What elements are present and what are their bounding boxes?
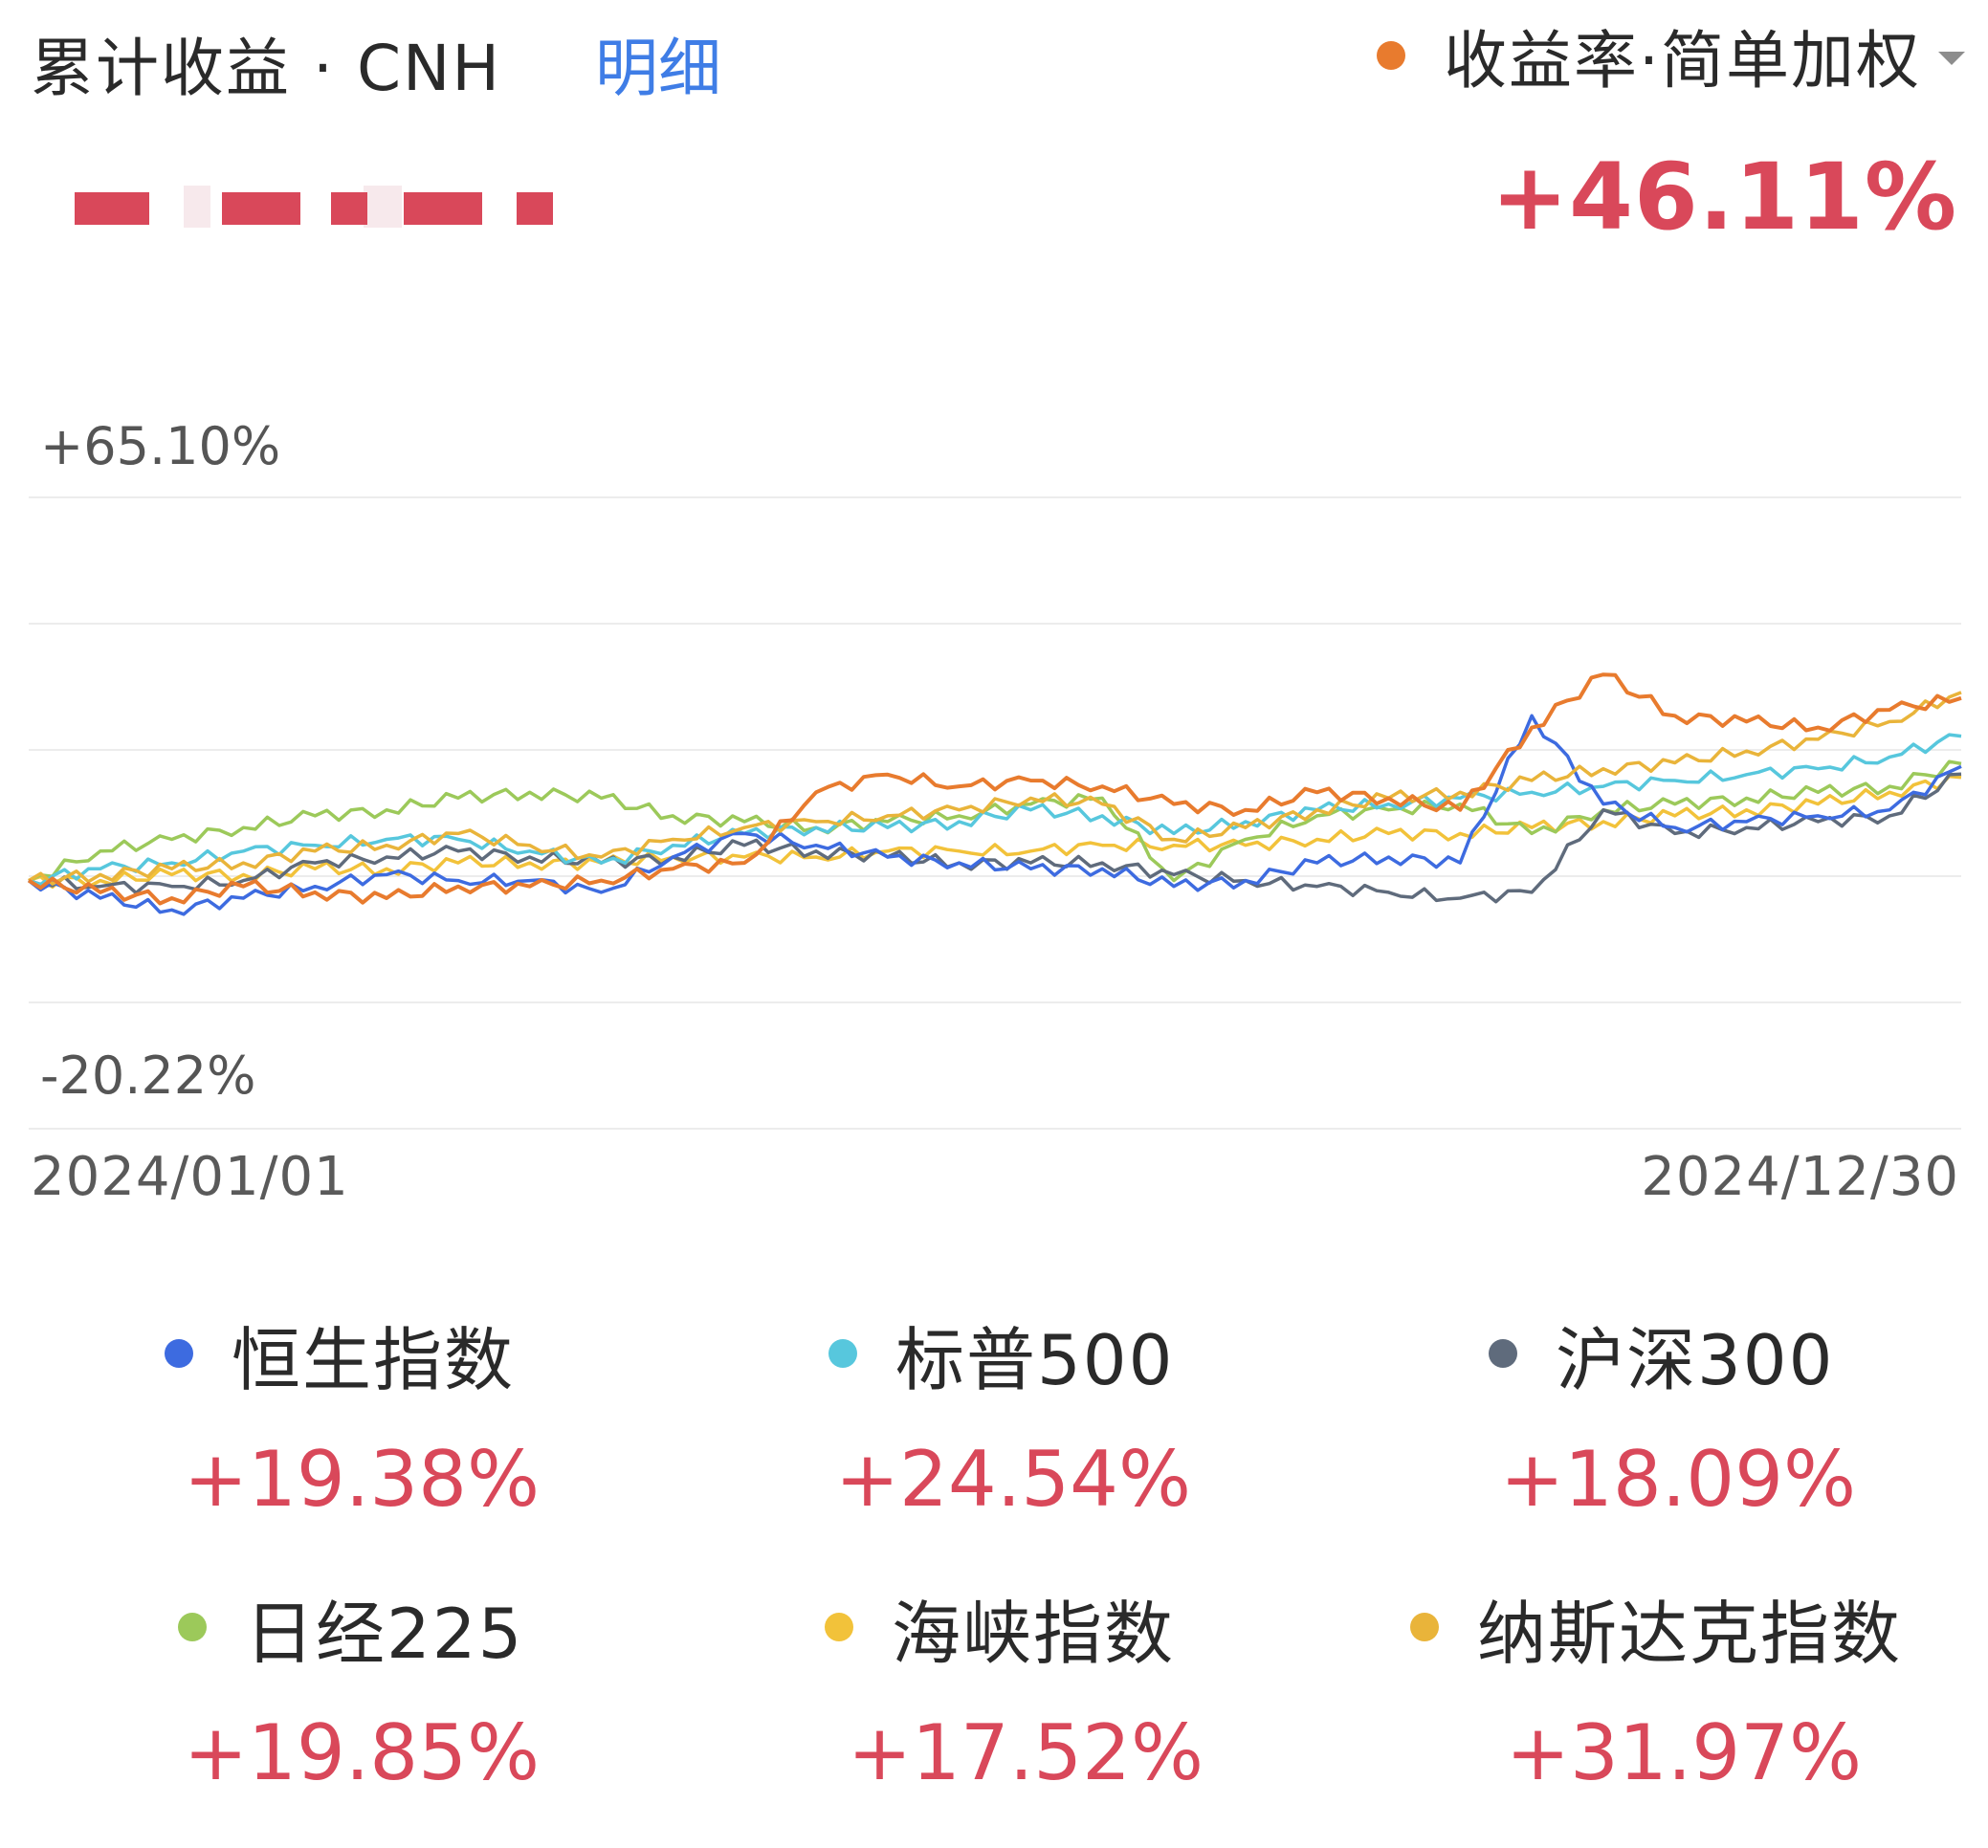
legend-item-strait[interactable]: 海峡指数 +17.52%: [825, 1584, 1360, 1797]
legend-value: +24.54%: [835, 1435, 1192, 1524]
x-tick-start: 2024/01/01: [31, 1146, 349, 1208]
series-line-hang_seng: [27, 714, 1962, 916]
x-tick-end: 2024/12/30: [1641, 1146, 1959, 1208]
legend-item-nikkei[interactable]: 日经225 +19.85%: [178, 1584, 714, 1797]
legend-name: 海峡指数: [892, 1593, 1176, 1674]
series-line-nasdaq: [28, 691, 1962, 886]
series-line-portfolio: [27, 672, 1962, 906]
legend-value: +19.85%: [184, 1708, 541, 1797]
legend-name: 标普500: [895, 1319, 1175, 1400]
series-line-sp500: [28, 733, 1962, 887]
metric-selector-label: 收益率·简单加权: [1444, 24, 1921, 98]
legend-value: +18.09%: [1500, 1435, 1857, 1524]
legend-item-nasdaq[interactable]: 纳斯达克指数 +31.97%: [1410, 1584, 1946, 1797]
total-return-value: +46.11%: [1491, 143, 1957, 251]
series-line-csi300: [28, 772, 1962, 904]
legend-name: 日经225: [245, 1593, 524, 1674]
metric-selector[interactable]: 收益率·简单加权: [1377, 17, 1965, 98]
chart-series: [27, 672, 1962, 916]
page-title: 累计收益 · CNH: [31, 32, 502, 105]
series-line-nikkei: [28, 759, 1962, 883]
header: 累计收益 · CNH 明细 收益率·简单加权: [0, 0, 1988, 134]
legend-name: 沪深300: [1556, 1319, 1835, 1400]
legend-name: 纳斯达克指数: [1477, 1593, 1903, 1674]
legend-value: +19.38%: [184, 1435, 541, 1524]
legend-item-csi300[interactable]: 沪深300 +18.09%: [1489, 1310, 1988, 1524]
detail-link[interactable]: 明细: [595, 32, 721, 105]
y-tick-max: +65.10%: [40, 416, 281, 476]
caret-down-icon: [1938, 52, 1965, 65]
legend-name: 恒生指数: [232, 1319, 516, 1400]
legend-item-hang-seng[interactable]: 恒生指数 +19.38%: [165, 1310, 700, 1524]
legend-value: +17.52%: [848, 1708, 1204, 1797]
hang-seng-dot-icon: [165, 1339, 193, 1368]
sp500-dot-icon: [828, 1339, 857, 1368]
portfolio-dot-icon: [1377, 41, 1406, 70]
nasdaq-dot-icon: [1410, 1613, 1439, 1641]
masked-amount: [38, 180, 574, 237]
nikkei-dot-icon: [178, 1613, 207, 1641]
cumulative-return-chart: [27, 496, 1962, 1130]
legend-value: +31.97%: [1506, 1708, 1863, 1797]
y-tick-min: -20.22%: [40, 1045, 256, 1106]
csi300-dot-icon: [1489, 1339, 1517, 1368]
strait-dot-icon: [825, 1613, 853, 1641]
legend-item-sp500[interactable]: 标普500 +24.54%: [828, 1310, 1364, 1524]
